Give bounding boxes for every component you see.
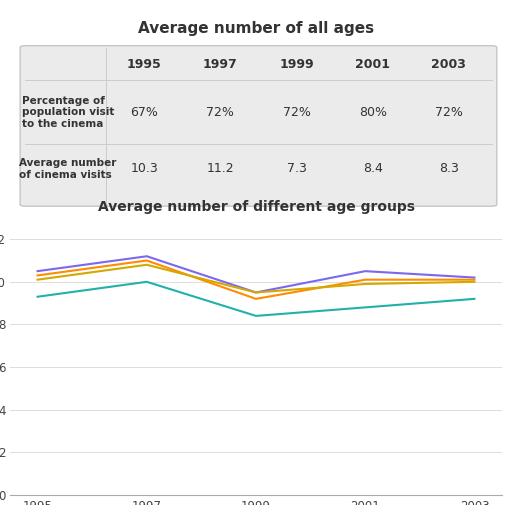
Line: 14-24 years old: 14-24 years old [37, 256, 475, 292]
50+ years old [472, 296, 478, 302]
14-24 years old [144, 253, 150, 259]
Text: Average number
of cinema visits: Average number of cinema visits [19, 158, 117, 180]
Text: 1997: 1997 [203, 58, 238, 71]
Text: 67%: 67% [130, 106, 158, 119]
25-34 years old [34, 272, 40, 278]
Text: 72%: 72% [283, 106, 310, 119]
35-49 years old [144, 262, 150, 268]
35-49 years old [253, 289, 259, 295]
Title: Average number of different age groups: Average number of different age groups [97, 200, 415, 214]
25-34 years old [362, 277, 368, 283]
Line: 35-49 years old: 35-49 years old [37, 265, 475, 292]
Text: 1995: 1995 [127, 58, 162, 71]
35-49 years old [362, 281, 368, 287]
50+ years old [144, 279, 150, 285]
Text: 2001: 2001 [355, 58, 390, 71]
Text: Average number of all ages: Average number of all ages [138, 21, 374, 36]
25-34 years old [144, 258, 150, 264]
14-24 years old [472, 275, 478, 281]
Text: 80%: 80% [359, 106, 387, 119]
Line: 25-34 years old: 25-34 years old [37, 261, 475, 299]
FancyBboxPatch shape [20, 46, 497, 206]
35-49 years old [472, 279, 478, 285]
14-24 years old [253, 289, 259, 295]
Text: 10.3: 10.3 [131, 162, 158, 175]
Text: 8.3: 8.3 [439, 162, 459, 175]
25-34 years old [253, 296, 259, 302]
50+ years old [34, 294, 40, 300]
Text: 8.4: 8.4 [363, 162, 382, 175]
35-49 years old [34, 277, 40, 283]
14-24 years old [34, 268, 40, 274]
25-34 years old [472, 277, 478, 283]
Line: 50+ years old: 50+ years old [37, 282, 475, 316]
Text: 72%: 72% [435, 106, 463, 119]
Text: 11.2: 11.2 [206, 162, 234, 175]
14-24 years old [362, 268, 368, 274]
Text: 7.3: 7.3 [287, 162, 307, 175]
50+ years old [362, 305, 368, 311]
Text: Percentage of
population visit
to the cinema: Percentage of population visit to the ci… [22, 95, 114, 129]
Text: 2003: 2003 [432, 58, 466, 71]
Text: 72%: 72% [206, 106, 234, 119]
Text: 1999: 1999 [279, 58, 314, 71]
50+ years old [253, 313, 259, 319]
